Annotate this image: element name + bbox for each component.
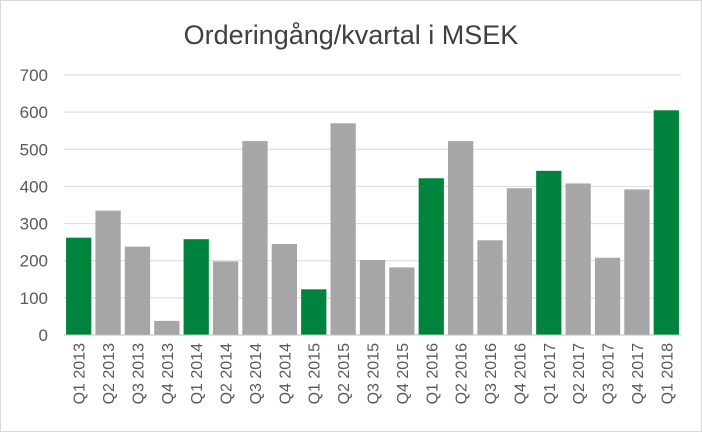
bar-q1-2017 [536,170,562,335]
y-tick-label: 200 [20,252,48,271]
bar-q2-2017 [565,183,591,335]
x-tick-label: Q4 2016 [512,343,529,404]
x-tick-label: Q2 2014 [219,343,236,404]
y-tick-label: 100 [20,289,48,308]
bar-q1-2013 [66,237,92,335]
bar-q4-2016 [506,188,533,335]
x-tick-label: Q2 2015 [336,343,353,404]
y-tick-label: 300 [20,215,48,234]
bar-q3-2016 [477,240,503,335]
bar-q4-2015 [389,267,415,335]
x-tick-label: Q1 2018 [659,343,676,404]
bar-q2-2013 [95,210,121,335]
x-tick-label: Q3 2015 [366,343,383,404]
bar-q2-2015 [330,123,356,336]
bar-q4-2017 [624,189,650,335]
x-tick-label: Q1 2015 [307,343,324,404]
x-tick-label: Q4 2014 [277,343,294,404]
x-tick-label: Q3 2014 [248,343,265,404]
x-tick-label: Q2 2016 [454,343,471,404]
x-tick-label: Q3 2013 [130,343,147,404]
bar-q2-2014 [212,261,239,335]
bar-q3-2014 [242,141,268,335]
x-tick-label: Q1 2017 [542,343,559,404]
bar-q1-2014 [183,239,209,335]
x-tick-label: Q3 2017 [601,343,618,404]
bar-q3-2015 [359,259,386,335]
bar-q3-2013 [124,246,151,335]
bar-q1-2018 [653,110,679,336]
x-tick-label: Q4 2017 [630,343,647,404]
bars [66,110,679,336]
bar-q3-2017 [594,257,621,335]
bar-q4-2013 [154,320,180,335]
y-tick-label: 500 [20,140,48,159]
y-tick-label: 700 [20,66,48,85]
chart-title: Orderingång/kvartal i MSEK [184,20,519,50]
x-tick-label: Q1 2013 [72,343,89,404]
x-tick-label: Q1 2016 [424,343,441,404]
x-axis-ticks: Q1 2013 Q2 2013 Q3 2013 Q4 2013 Q1 2014 Q2 20… [72,343,677,404]
bar-q1-2016 [418,178,444,335]
x-tick-label: Q2 2017 [571,343,588,404]
y-tick-label: 0 [39,326,48,345]
x-tick-label: Q2 2013 [101,343,118,404]
y-axis-ticks: 0 100 200 300 400 500 600 700 [20,66,48,345]
y-tick-label: 400 [20,177,48,196]
bar-q1-2015 [301,289,327,335]
gridlines [64,74,681,299]
bar-q4-2014 [271,244,297,335]
x-tick-label: Q3 2016 [483,343,500,404]
x-tick-label: Q4 2015 [395,343,412,404]
x-tick-label: Q4 2013 [160,343,177,404]
bar-q2-2016 [448,141,474,335]
y-tick-label: 600 [20,103,48,122]
x-tick-label: Q1 2014 [189,343,206,404]
